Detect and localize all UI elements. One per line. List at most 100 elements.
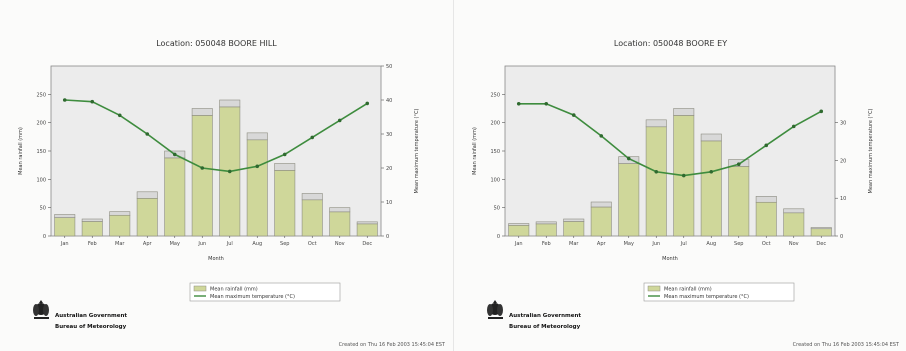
left-y-tick-label: 100 <box>490 177 500 183</box>
x-tick-label: Sep <box>280 241 289 247</box>
rainfall-bar <box>810 228 832 237</box>
temperature-point <box>200 166 205 170</box>
rainfall-bar-cap <box>645 119 667 128</box>
rainfall-bar <box>618 163 640 237</box>
temperature-point <box>255 164 260 169</box>
rainfall-bar <box>81 221 103 237</box>
crest-supporter-right <box>43 304 49 316</box>
left-y-axis-title: Mean rainfall (mm) <box>472 127 478 175</box>
right-y-tick-label: 10 <box>840 196 846 202</box>
left-y-tick-label: 0 <box>43 234 46 240</box>
legend-box <box>643 282 795 302</box>
bureau-name: Bureau of Meteorology <box>509 324 581 330</box>
x-tick-label: Nov <box>335 241 345 247</box>
x-tick-label: Sep <box>734 241 743 247</box>
rainfall-bar <box>356 223 378 237</box>
temperature-point <box>654 169 659 174</box>
temperature-point <box>282 152 287 157</box>
rainfall-bar <box>136 198 158 237</box>
x-tick-label: Mar <box>569 241 579 247</box>
temperature-point <box>516 101 521 106</box>
legend-swatch-rainfall <box>193 285 207 292</box>
temperature-point <box>544 101 549 106</box>
x-tick-label: Oct <box>308 241 317 247</box>
rainfall-bar-cap <box>81 218 103 222</box>
left-y-tick-label: 100 <box>36 177 46 183</box>
temperature-point <box>571 113 576 117</box>
x-tick-label: Jun <box>651 241 660 247</box>
left-y-tick-label: 50 <box>494 206 500 212</box>
climate-chart-panel: Location: 050048 BOORE HILL 0 50 100 150 200 2… <box>18 39 446 348</box>
right-y-tick-label: 10 <box>386 200 392 206</box>
x-tick-label: Jul <box>226 241 233 247</box>
government-crest-logo <box>33 300 49 319</box>
rainfall-bar <box>783 212 805 237</box>
rainfall-bar-cap <box>700 133 722 142</box>
rainfall-bar-cap <box>329 207 351 213</box>
rainfall-bar <box>755 201 777 237</box>
crest-scroll <box>488 317 503 319</box>
temperature-point <box>626 156 631 161</box>
temperature-point <box>764 143 769 148</box>
chart-title: Location: 050048 BOORE HILL <box>156 39 277 48</box>
created-timestamp: Created on Thu 16 Feb 2003 15:45:04 EST <box>339 342 446 348</box>
x-tick-label: Apr <box>143 241 153 247</box>
x-tick-label: Dec <box>362 241 372 247</box>
rainfall-bar <box>301 199 323 237</box>
legend-label-rainfall: Mean rainfall (mm) <box>664 287 712 293</box>
rainfall-bar-cap <box>109 211 131 216</box>
rainfall-bar <box>54 217 76 237</box>
right-y-tick-label: 20 <box>840 158 846 164</box>
temperature-point <box>599 134 604 138</box>
temperature-point <box>365 101 370 106</box>
temperature-point <box>62 98 67 102</box>
legend-label-temperature: Mean maximum temperature (°C) <box>664 294 749 300</box>
rainfall-bar-cap <box>755 196 777 203</box>
temperature-line <box>518 102 822 177</box>
rainfall-bar-cap <box>590 201 612 208</box>
left-y-tick-label: 150 <box>36 149 46 155</box>
rainfall-bar-cap <box>673 108 695 116</box>
rainfall-bar <box>645 126 667 237</box>
climate-chart: Location: 050048 BOORE HILL0501001502002… <box>18 39 446 348</box>
right-y-tick-label: 30 <box>840 121 846 127</box>
x-tick-label: Jan <box>514 241 523 247</box>
left-y-tick-label: 150 <box>490 149 500 155</box>
x-axis-title: Month <box>208 256 224 262</box>
rainfall-bar-cap <box>191 108 213 116</box>
government-crest-logo <box>487 300 503 319</box>
left-y-tick-label: 250 <box>490 92 500 98</box>
right-y-tick-label: 0 <box>840 234 843 240</box>
legend-label-temperature: Mean maximum temperature (°C) <box>210 294 295 300</box>
crest-star <box>493 300 497 303</box>
right-y-tick-label: 40 <box>386 98 392 104</box>
right-y-axis-title: Mean maximum temperature (°C) <box>414 108 420 193</box>
right-y-tick-label: 0 <box>386 234 389 240</box>
left-y-tick-label: 250 <box>36 92 46 98</box>
rainfall-bar <box>191 115 213 237</box>
chart-title: Location: 050048 BOORE EY <box>614 39 727 48</box>
rainfall-bar <box>109 214 131 237</box>
legend: Mean rainfall (mm)Mean maximum temperatu… <box>643 282 795 302</box>
rainfall-bars <box>54 99 378 237</box>
x-tick-label: Mar <box>115 241 125 247</box>
rainfall-bar <box>246 139 268 237</box>
x-tick-label: Apr <box>597 241 607 247</box>
rainfall-bar <box>563 221 585 237</box>
rainfall-bar-cap <box>535 221 557 225</box>
government-name: Australian Government <box>55 313 127 319</box>
temperature-point <box>227 169 232 174</box>
rainfall-bar-cap <box>301 193 323 201</box>
created-timestamp: Created on Thu 16 Feb 2003 15:45:04 EST <box>793 342 900 348</box>
rainfall-bar <box>508 225 530 237</box>
right-y-tick-label: 20 <box>386 166 392 172</box>
temperature-points <box>62 98 370 174</box>
temperature-point <box>172 152 177 157</box>
x-tick-label: Jul <box>680 241 687 247</box>
x-tick-label: Jun <box>197 241 206 247</box>
rainfall-bar-cap <box>563 218 585 222</box>
right-y-tick-label: 50 <box>386 64 392 70</box>
right-y-tick-label: 30 <box>386 132 392 138</box>
temperature-point <box>681 173 686 178</box>
left-y-axis: 0 50 100 150 200 250 <box>490 92 505 240</box>
